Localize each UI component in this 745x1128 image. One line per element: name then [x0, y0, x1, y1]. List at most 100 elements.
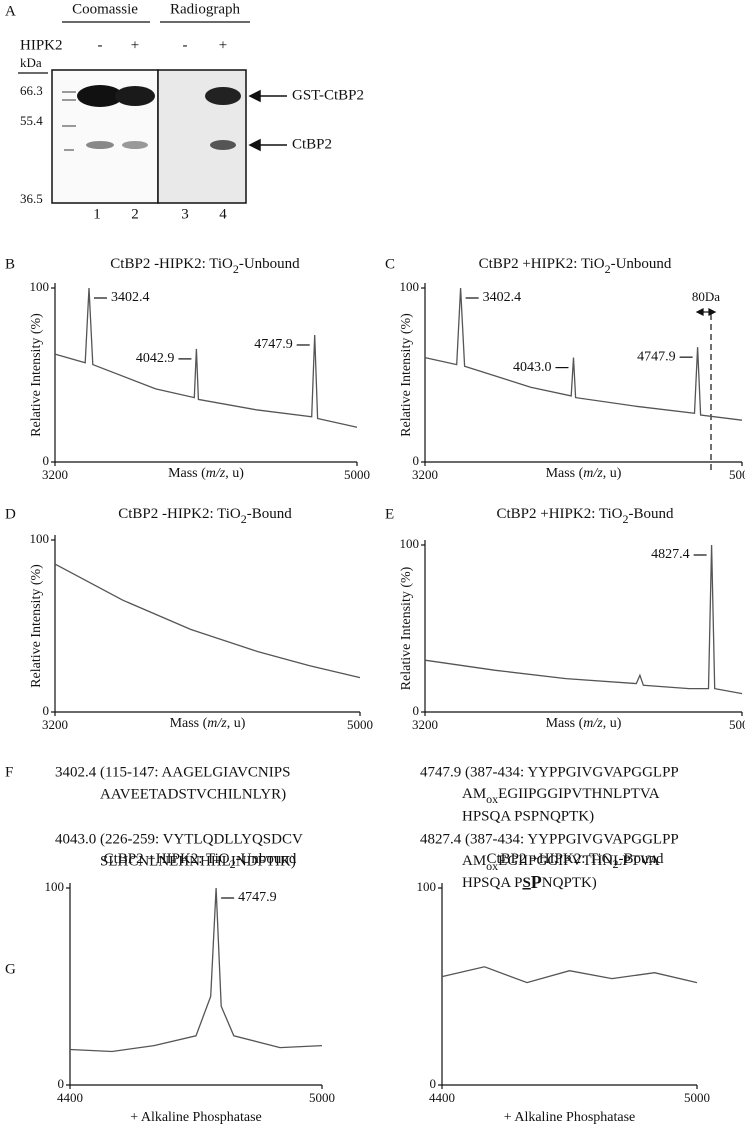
spectrum: [69, 887, 323, 1053]
x-axis-label: Mass (m/z, u): [168, 466, 244, 481]
x-tick-label: 3200: [42, 467, 68, 482]
peak-label: 4747.9: [254, 337, 293, 352]
condition-sign: +: [131, 37, 139, 53]
x-axis-label: Mass (m/z, u): [546, 716, 622, 731]
peak-label: 4747.9: [238, 890, 276, 905]
x-tick-label: 5000: [729, 717, 745, 732]
peptide-part: AM: [462, 786, 486, 802]
lane-number: 4: [219, 206, 227, 222]
peptide-line: AMoxEGIIPGGIPVTHNLPTVA: [462, 786, 660, 805]
title-part: -Unbound: [239, 256, 300, 272]
title-part: CtBP2 +HIPK2: TiO: [496, 506, 622, 522]
label-part: Mass (: [170, 716, 208, 731]
label-part: m/z: [583, 466, 603, 481]
y-tick-label: 100: [417, 879, 437, 894]
panel-letter: D: [5, 506, 16, 522]
y-tick-label: 100: [400, 536, 420, 551]
x-tick-label: 5000: [684, 1090, 710, 1105]
panel-letter: B: [5, 256, 15, 272]
gel-band: [115, 86, 155, 106]
peak-label: 4747.9: [637, 349, 676, 364]
title-part: CtBP2 -HIPK2: TiO: [110, 256, 233, 272]
x-tick-label: 3200: [42, 717, 68, 732]
axis: [69, 883, 322, 1086]
y-tick-label: 0: [43, 703, 50, 718]
y-tick-label: 0: [413, 703, 420, 718]
chart-title: CtBP2 +HIPK2: TiO2-Unbound: [479, 256, 672, 275]
chart-title: CtBP2 +HIPK2: TiO2-Unbound: [104, 851, 297, 870]
x-tick-label: 4400: [429, 1090, 455, 1105]
peptide-part: EGIIPGGIPVTHNLPTVA: [498, 853, 660, 869]
subscript: 2: [605, 262, 611, 276]
gel-header: Coomassie: [72, 1, 138, 17]
panel-letter: C: [385, 256, 395, 272]
axis: [54, 535, 360, 713]
label-part: m/z: [207, 716, 227, 731]
axis: [424, 540, 742, 713]
title-part: CtBP2 +HIPK2: TiO: [479, 256, 605, 272]
band-label: GST-CtBP2: [292, 87, 364, 103]
axis: [54, 283, 357, 463]
unit-label: kDa: [20, 55, 42, 70]
title-part: CtBP2 -HIPK2: TiO: [118, 506, 241, 522]
axis: [424, 283, 742, 463]
peptide-part: AM: [462, 853, 486, 869]
phospho-site: S: [522, 875, 530, 891]
peak-label: 3402.4: [111, 290, 150, 305]
panel-letter: F: [5, 764, 13, 780]
subscript: 2: [623, 512, 629, 526]
spectrum: [54, 287, 358, 428]
peak-label: 4042.9: [136, 351, 175, 366]
title-part: -Unbound: [611, 256, 672, 272]
peptide-list: F 3402.4 (115-147: AAGELGIAVCNIPS AAVEET…: [5, 764, 679, 892]
marker-label: 36.5: [20, 191, 43, 206]
title-part: CtBP2 +HIPK2: TiO: [486, 851, 612, 867]
annotation: 80Da: [692, 289, 720, 304]
gel-band: [205, 87, 241, 105]
x-tick-label: 5000: [309, 1090, 335, 1105]
x-tick-label: 3200: [412, 717, 438, 732]
subscript: 2: [241, 512, 247, 526]
chart-title: CtBP2 +HIPK2: TiO2-Bound: [496, 506, 674, 525]
title-part: -Unbound: [236, 851, 297, 867]
y-axis-label: Relative Intensity (%): [29, 564, 44, 688]
y-tick-label: 100: [30, 279, 50, 294]
mass-shift-marker: [695, 308, 717, 470]
lane-number: 1: [93, 206, 101, 222]
gel-band: [122, 141, 148, 149]
peptide-part: EGIIPGGIPVTHNLPTVA: [498, 786, 660, 802]
subscript: 2: [613, 857, 619, 871]
panel-letter: E: [385, 506, 394, 522]
gel-header: Radiograph: [170, 1, 240, 17]
y-tick-label: 0: [430, 1076, 437, 1091]
y-axis-label: Relative Intensity (%): [399, 313, 414, 437]
x-axis-label: Mass (m/z, u): [546, 466, 622, 481]
peptide-line: HPSQA PSPNQPTK): [462, 872, 597, 892]
chart-title: CtBP2 +HIPK2: TiO2-Bound: [486, 851, 664, 870]
gel-band: [210, 140, 236, 150]
proline: P: [531, 872, 542, 892]
gel-band: [86, 141, 114, 149]
spectrum: [54, 563, 361, 679]
y-axis-label: Relative Intensity (%): [399, 566, 414, 690]
label-part: , u): [603, 466, 622, 481]
label-part: , u): [225, 466, 244, 481]
marker-label: 55.4: [20, 113, 43, 128]
x-axis-label: Mass (m/z, u): [170, 716, 246, 731]
title-part: -Bound: [619, 851, 665, 867]
axis: [441, 883, 697, 1086]
chart-title: CtBP2 -HIPK2: TiO2-Unbound: [110, 256, 300, 275]
peak-label: 4043.0: [513, 360, 552, 375]
subscript: 2: [230, 857, 236, 871]
y-tick-label: 0: [58, 1076, 65, 1091]
peptide-part: HPSQA P: [462, 875, 522, 891]
title-part: CtBP2 +HIPK2: TiO: [104, 851, 230, 867]
condition-sign: +: [219, 37, 227, 53]
y-tick-label: 0: [413, 453, 420, 468]
y-axis-label: Relative Intensity (%): [29, 313, 44, 437]
label-part: , u): [603, 716, 622, 731]
label-part: Mass (: [546, 466, 584, 481]
chart-title: CtBP2 -HIPK2: TiO2-Bound: [118, 506, 292, 525]
peptide-line: 4827.4 (387-434: YYPPGIVGVAPGGLPP: [420, 831, 679, 847]
